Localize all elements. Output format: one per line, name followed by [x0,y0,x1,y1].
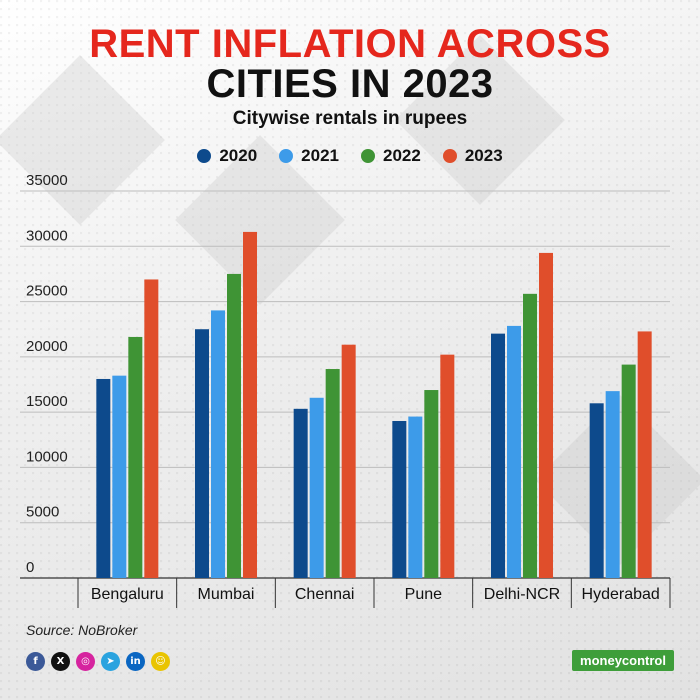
y-tick-label: 10000 [26,448,68,465]
y-tick-label: 35000 [26,172,68,189]
telegram-icon[interactable]: ➤ [101,652,120,671]
bar-Pune-2022 [424,390,439,578]
bar-Pune-2020 [392,420,407,578]
y-tick-label: 30000 [26,227,68,244]
bar-Bengaluru-2020 [96,378,111,578]
instagram-icon[interactable]: ◎ [76,652,95,671]
source-note: Source: NoBroker [26,622,138,638]
legend-label: 2020 [219,146,258,165]
bar-Pune-2023 [440,354,455,578]
legend-label: 2022 [383,146,421,165]
chart-subtitle: Citywise rentals in rupees [232,108,468,129]
bar-Mumbai-2020 [195,329,209,578]
bar-Mumbai-2022 [227,273,241,578]
legend-label: 2023 [464,146,503,165]
y-tick-label: 0 [26,559,34,576]
x-tick-label: Delhi-NCR [484,586,560,603]
bar-Hyderabad-2021 [605,391,620,578]
x-tick-label: Pune [405,586,442,603]
title-line-1: RENT INFLATION ACROSS [89,22,611,66]
bar-Chennai-2022 [325,369,340,578]
chart-legend: 2020 2021 2022 2023 [0,146,700,166]
legend-swatch [197,149,212,163]
bar-Bengaluru-2023 [144,279,159,578]
linkedin-icon[interactable]: in [126,652,145,671]
legend-item-2022: 2022 [361,146,421,166]
bar-Hyderabad-2020 [589,403,604,578]
social-icons: f X ◎ ➤ in ☺ [26,652,170,671]
bar-Hyderabad-2023 [637,331,652,578]
bar-Delhi-NCR-2021 [507,325,521,578]
x-icon[interactable]: X [51,652,70,671]
y-tick-label: 15000 [26,393,68,410]
x-tick-label: Bengaluru [91,586,164,603]
bar-Chennai-2021 [309,397,324,578]
y-tick-label: 20000 [26,338,68,355]
bar-Delhi-NCR-2022 [523,293,537,578]
x-tick-label: Hyderabad [582,586,660,603]
bar-Bengaluru-2021 [112,375,127,578]
y-tick-label: 5000 [26,504,59,521]
legend-label: 2021 [301,146,339,165]
bar-Pune-2021 [408,416,423,578]
legend-item-2023: 2023 [442,146,503,166]
bar-Chennai-2020 [293,408,308,578]
legend-swatch [361,149,375,163]
brand-logo: moneycontrol [572,650,674,671]
legend-swatch [279,149,294,163]
legend-swatch [442,149,457,163]
title-line-2: CITIES IN 2023 [206,62,494,106]
x-tick-label: Chennai [295,586,355,603]
bar-Delhi-NCR-2020 [491,333,505,578]
bar-Hyderabad-2022 [621,364,636,578]
snapchat-icon[interactable]: ☺ [151,652,170,671]
facebook-icon[interactable]: f [26,652,45,671]
bar-Delhi-NCR-2023 [539,252,553,579]
legend-item-2020: 2020 [197,146,257,166]
bar-Mumbai-2021 [211,310,225,578]
bar-Bengaluru-2022 [128,336,143,578]
bar-Chennai-2023 [341,344,356,578]
y-tick-label: 25000 [26,283,68,300]
legend-item-2021: 2021 [279,146,339,166]
bar-Mumbai-2023 [243,231,257,578]
x-tick-label: Mumbai [198,586,255,603]
